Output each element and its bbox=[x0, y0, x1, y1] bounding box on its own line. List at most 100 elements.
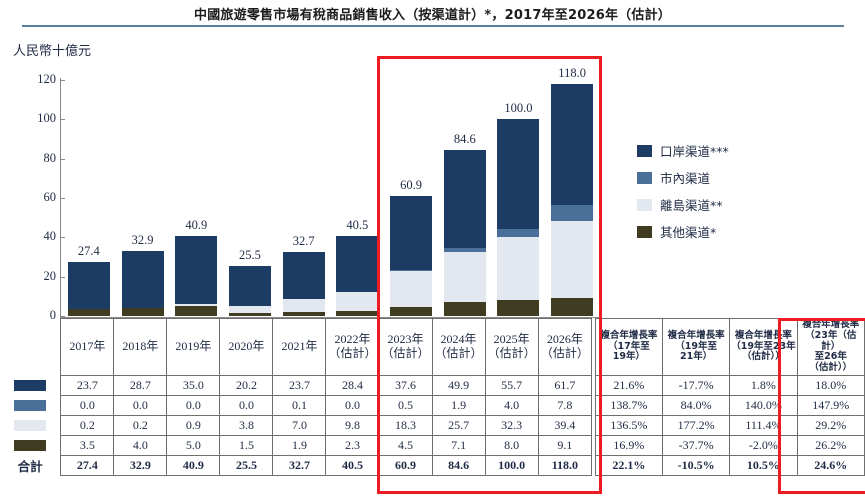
bar-segment bbox=[67, 309, 110, 316]
cell-cagr: 26.2% bbox=[796, 435, 865, 456]
bar-segment bbox=[67, 262, 110, 309]
bar-column: 60.9 bbox=[390, 178, 433, 316]
bar-column: 27.4 bbox=[67, 244, 110, 316]
row-label-header bbox=[0, 318, 61, 376]
bar-segment bbox=[336, 292, 379, 312]
cell-cagr: 18.0% bbox=[796, 375, 865, 396]
legend-item[interactable]: 其他渠道* bbox=[637, 221, 729, 242]
cell-cagr: -17.7% bbox=[662, 375, 731, 396]
cell-cagr: 84.0% bbox=[662, 395, 731, 416]
cell-value: 0.2 bbox=[60, 415, 115, 436]
bar-segment bbox=[121, 308, 164, 316]
cell-value: 5.0 bbox=[166, 435, 221, 456]
cell-value: 0.0 bbox=[60, 395, 115, 416]
data-table: 2017年 2018年 2019年 2020年 2021年 2022年 （估計） 2023年（… bbox=[0, 318, 865, 476]
bar-segment bbox=[282, 251, 325, 299]
cell-value: 0.1 bbox=[272, 395, 327, 416]
cell-cagr: 1.8% bbox=[729, 375, 798, 396]
column-header-cagr-0: 複合年增長率 （17年至 19年） bbox=[594, 318, 664, 376]
cell-value: 28.4 bbox=[325, 375, 380, 396]
cell-total-value: 25.5 bbox=[219, 455, 274, 476]
y-axis-tick-mark bbox=[60, 276, 65, 278]
bar-column: 118.0 bbox=[551, 66, 594, 316]
cell-value: 39.4 bbox=[537, 415, 592, 436]
cell-value: 0.0 bbox=[166, 395, 221, 416]
bar-segment bbox=[228, 305, 271, 314]
cell-total-value: 60.9 bbox=[378, 455, 433, 476]
cell-total-cagr: 10.5% bbox=[729, 455, 798, 476]
cell-value: 4.5 bbox=[378, 435, 433, 456]
table-row: 0.2 0.2 0.9 3.8 7.0 9.8 18.3 25.7 32.3 39.4 136.5%… bbox=[0, 415, 865, 436]
cell-value: 7.1 bbox=[431, 435, 486, 456]
cell-value: 4.0 bbox=[484, 395, 539, 416]
bar-column: 100.0 bbox=[497, 101, 540, 316]
y-axis-tick-mark bbox=[60, 119, 65, 121]
bar-segment bbox=[551, 220, 594, 299]
bar-column: 25.5 bbox=[228, 248, 271, 316]
bar-column: 40.5 bbox=[336, 218, 379, 316]
cell-value: 25.7 bbox=[431, 415, 486, 436]
plot-area: 27.4 32.9 40.9 25.5 32.7 40.5 60.9 84.6 100.0 118… bbox=[62, 66, 599, 316]
cell-total-value: 40.5 bbox=[325, 455, 380, 476]
column-header-year-2: 2019年 bbox=[166, 318, 221, 376]
cell-value: 0.0 bbox=[325, 395, 380, 416]
cell-cagr: 16.9% bbox=[594, 435, 664, 456]
legend-label: 市內渠道 bbox=[660, 171, 711, 186]
column-header-year-4: 2021年 bbox=[272, 318, 327, 376]
legend-label: 離島渠道** bbox=[660, 198, 723, 213]
bar-segment bbox=[175, 304, 218, 307]
y-axis-tick-mark bbox=[60, 316, 65, 317]
bar-column: 40.9 bbox=[175, 218, 218, 316]
column-header-year-0: 2017年 bbox=[60, 318, 115, 376]
bar-value-label: 32.9 bbox=[131, 233, 154, 248]
table-total-row: 合計 27.4 32.9 40.9 25.5 32.7 40.5 60.9 84.6 100.0 1… bbox=[0, 455, 865, 476]
y-axis-tick-mark bbox=[60, 158, 65, 160]
cell-cagr: 177.2% bbox=[662, 415, 731, 436]
cell-value: 2.3 bbox=[325, 435, 380, 456]
y-axis-tick: 0 bbox=[49, 308, 56, 322]
legend-item[interactable]: 市內渠道 bbox=[637, 167, 729, 188]
cell-cagr: 138.7% bbox=[594, 395, 664, 416]
column-header-year-3: 2020年 bbox=[219, 318, 274, 376]
bar-segment bbox=[228, 265, 271, 306]
bar-segment bbox=[390, 270, 433, 272]
row-swatch-icon bbox=[14, 380, 47, 391]
cell-value: 1.9 bbox=[272, 435, 327, 456]
cell-cagr: 29.2% bbox=[796, 415, 865, 436]
bar-segment bbox=[551, 298, 594, 316]
bar-segment bbox=[175, 306, 218, 316]
cell-value: 20.2 bbox=[219, 375, 274, 396]
legend-item[interactable]: 口岸渠道*** bbox=[637, 140, 729, 161]
legend-label: 其他渠道* bbox=[660, 225, 717, 240]
page-title: 中國旅遊零售市場有稅商品銷售收入（按渠道計）*，2017年至2026年（估計） bbox=[194, 8, 671, 23]
row-color-label bbox=[0, 415, 61, 436]
legend-swatch-icon bbox=[637, 198, 652, 211]
bar-value-label: 40.5 bbox=[346, 218, 369, 233]
cell-total-cagr: 24.6% bbox=[796, 455, 865, 476]
cell-value: 0.0 bbox=[219, 395, 274, 416]
row-spacer bbox=[591, 375, 596, 396]
bar-segment bbox=[443, 302, 486, 316]
bar-segment bbox=[336, 236, 379, 293]
bar-value-label: 27.4 bbox=[77, 244, 100, 259]
cell-value: 37.6 bbox=[378, 375, 433, 396]
cell-value: 28.7 bbox=[113, 375, 168, 396]
cell-value: 49.9 bbox=[431, 375, 486, 396]
y-axis-tick: 80 bbox=[43, 150, 57, 165]
cell-value: 0.2 bbox=[113, 415, 168, 436]
cell-total-value: 32.7 bbox=[272, 455, 327, 476]
legend-item[interactable]: 離島渠道** bbox=[637, 194, 729, 215]
y-axis-tick: 120 bbox=[37, 72, 56, 86]
row-spacer bbox=[591, 435, 596, 456]
bar-segment bbox=[336, 311, 379, 316]
cell-value: 23.7 bbox=[272, 375, 327, 396]
column-header-year-6: 2023年 （估計） bbox=[378, 318, 433, 376]
bar-value-label: 84.6 bbox=[453, 131, 476, 146]
bar-segment bbox=[497, 300, 540, 316]
title-divider bbox=[22, 25, 844, 27]
cell-cagr: 140.0% bbox=[729, 395, 798, 416]
bar-value-label: 60.9 bbox=[400, 178, 422, 193]
bar-segment bbox=[282, 298, 325, 313]
bar-segment bbox=[443, 251, 486, 303]
cell-cagr: 136.5% bbox=[594, 415, 664, 436]
